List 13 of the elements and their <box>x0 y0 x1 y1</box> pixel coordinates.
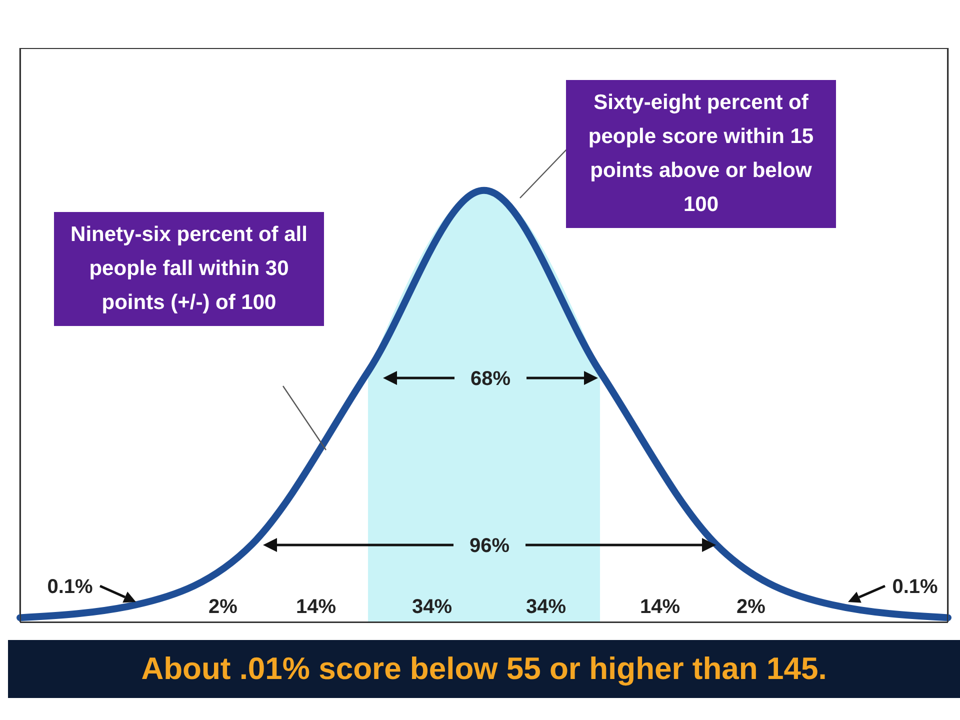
annotation: 2% <box>208 596 238 618</box>
annotation: 34% <box>526 596 566 618</box>
annotation: 34% <box>412 596 452 618</box>
text: About .01% score below 55 or higher than 145. <box>8 640 960 698</box>
annotation: Ninety-six percent of all people fall within 30 points (+/-) of 100 <box>54 212 324 326</box>
annotation: Sixty-eight percent of people score within 15 points above or below 100 <box>566 80 836 228</box>
annotation: 14% <box>640 596 680 618</box>
annotation: 0.1% <box>892 576 938 598</box>
annotation: 68% <box>470 368 511 390</box>
annotation: 14% <box>296 596 336 618</box>
annotation: 96% <box>469 535 510 557</box>
annotation: 0.1% <box>47 576 94 598</box>
annotation: 2% <box>736 596 766 618</box>
